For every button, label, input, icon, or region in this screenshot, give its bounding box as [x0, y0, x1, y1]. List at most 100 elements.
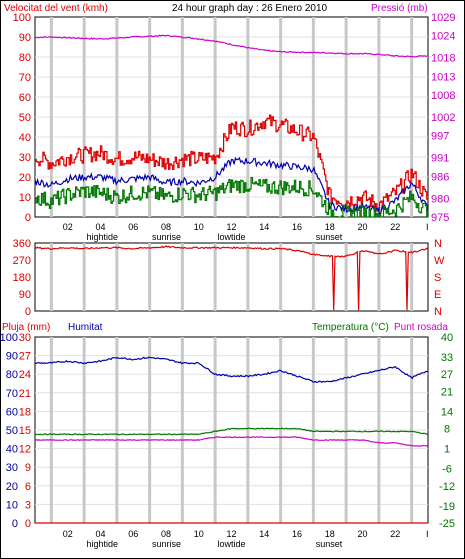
- wind-axis-tick-label: 80: [19, 52, 31, 64]
- rain-title: Pluja (mm): [2, 322, 50, 333]
- wind-axis-tick-label: 60: [19, 92, 31, 104]
- top-event-label: lowtide: [218, 232, 246, 242]
- pressure-axis-tick-label: 980: [431, 193, 449, 205]
- humidity-axis-tick-label: 90: [6, 351, 18, 363]
- temperature-line: [34, 427, 429, 436]
- rain-axis-tick-label: 24: [19, 369, 31, 381]
- temp-axis-tick-label: -19: [439, 501, 455, 513]
- top-hour-label: 04: [96, 222, 106, 232]
- compass-label: E: [434, 289, 441, 301]
- rain-axis-tick-label: 9: [25, 462, 31, 474]
- dewpoint-line: [34, 436, 429, 447]
- bottom-hour-label: 20: [358, 529, 368, 539]
- direction-axis-tick-label: 270: [13, 255, 31, 267]
- top-event-label: sunset: [316, 232, 343, 242]
- bottom-hour-label: 06: [128, 529, 138, 539]
- top-hour-label: 10: [194, 222, 204, 232]
- wind-high-line: [35, 114, 429, 212]
- humidity-axis-tick-label: 70: [6, 388, 18, 400]
- bottom-hour-label: 08: [161, 529, 171, 539]
- bottom-hour-label: I: [426, 529, 429, 539]
- wind-axis-tick-label: 20: [19, 172, 31, 184]
- wind-axis-tick-label: 10: [19, 192, 31, 204]
- pressure-axis-tick-label: 991: [431, 153, 449, 165]
- top-hour-label: 20: [358, 222, 368, 232]
- direction-axis-tick-label: 90: [19, 289, 31, 301]
- compass-label: S: [434, 272, 441, 284]
- pressure-axis-tick-label: 1029: [431, 12, 455, 24]
- bottom-hour-label: 04: [96, 529, 106, 539]
- wind-direction-plot-area: [34, 242, 429, 312]
- wind-axis-tick-label: 50: [19, 112, 31, 124]
- humidity-axis-tick-label: 100: [0, 332, 18, 344]
- pressure-axis-tick-label: 1024: [431, 31, 455, 43]
- pressure-axis-tick-label: 986: [431, 171, 449, 183]
- temp-axis-tick-label: 8: [444, 424, 450, 436]
- pressure-axis-tick-label: 997: [431, 131, 449, 143]
- direction-plot-frame: [34, 242, 429, 312]
- rain-axis-tick-label: 6: [25, 481, 31, 493]
- top-hour-label: 12: [227, 222, 237, 232]
- humidity-axis-tick-label: 20: [6, 481, 18, 493]
- top-hour-label: 22: [390, 222, 400, 232]
- temp-axis-tick-label: -12: [439, 481, 455, 493]
- humidity-axis-tick-label: 80: [6, 369, 18, 381]
- bottom-hour-label: 14: [259, 529, 269, 539]
- rain-axis-tick-label: 21: [19, 388, 31, 400]
- compass-label: N: [434, 238, 442, 250]
- top-hour-label: 06: [128, 222, 138, 232]
- rain-axis-tick-label: 15: [19, 425, 31, 437]
- wind-axis-tick-label: 70: [19, 72, 31, 84]
- compass-label: W: [434, 255, 445, 267]
- wind-axis-tick-label: 30: [19, 152, 31, 164]
- humidity-temp-plot-area: [34, 336, 429, 524]
- top-hour-label: 18: [325, 222, 335, 232]
- bottom-event-label: hightide: [87, 539, 119, 549]
- humidity-axis-tick-label: 50: [6, 425, 18, 437]
- graph-day-title: 24 hour graph day : 26 Enero 2010: [172, 3, 328, 14]
- top-hour-label: 08: [161, 222, 171, 232]
- direction-axis-tick-label: 360: [13, 238, 31, 250]
- bottom-hour-label: 18: [325, 529, 335, 539]
- pressure-axis-tick-label: 1002: [431, 112, 455, 124]
- temp-axis-tick-label: 21: [441, 386, 453, 398]
- temp-axis-tick-label: 40: [441, 332, 453, 344]
- wind-axis-tick-label: 0: [25, 212, 31, 224]
- wind-avg-line: [34, 156, 429, 215]
- direction-axis-tick-label: 0: [25, 306, 31, 318]
- rain-axis-tick-label: 18: [19, 406, 31, 418]
- top-hour-label: 14: [259, 222, 269, 232]
- humidity-title: Humitat: [68, 322, 103, 333]
- wind-axis-tick-label: 100: [13, 12, 31, 24]
- rain-axis-tick-label: 30: [19, 332, 31, 344]
- top-event-label: hightide: [87, 232, 119, 242]
- bottom-event-label: sunset: [316, 539, 343, 549]
- temp-axis-tick-label: 33: [441, 352, 453, 364]
- bottom-hour-label: 16: [292, 529, 302, 539]
- rain-axis-tick-label: 3: [25, 499, 31, 511]
- bottom-hour-label: 12: [227, 529, 237, 539]
- temp-axis-tick-label: 1: [444, 444, 450, 456]
- pressure-axis-tick-label: 1013: [431, 71, 455, 83]
- pressure-axis-tick-label: 975: [431, 212, 449, 224]
- temp-axis-tick-label: 14: [441, 406, 453, 418]
- rain-axis-tick-label: 12: [19, 444, 31, 456]
- humidity-axis-tick-label: 30: [6, 462, 18, 474]
- humidity-axis-tick-label: 0: [12, 518, 18, 530]
- direction-axis-tick-label: 180: [13, 272, 31, 284]
- top-hour-label: I: [426, 222, 429, 232]
- bottom-event-label: sunrise: [152, 539, 181, 549]
- humidity-axis-tick-label: 60: [6, 406, 18, 418]
- wind-axis-tick-label: 90: [19, 32, 31, 44]
- wind-low-line: [35, 177, 428, 218]
- pressure-axis-tick-label: 1008: [431, 90, 455, 102]
- temp-axis-tick-label: 27: [441, 369, 453, 381]
- top-event-label: sunrise: [152, 232, 181, 242]
- bottom-hour-label: 22: [390, 529, 400, 539]
- wind-axis-tick-label: 40: [19, 132, 31, 144]
- top-hour-label: 16: [292, 222, 302, 232]
- rain-axis-tick-label: 27: [19, 351, 31, 363]
- dewpoint-title: Punt rosada: [394, 322, 448, 333]
- bottom-hour-label: 02: [63, 529, 73, 539]
